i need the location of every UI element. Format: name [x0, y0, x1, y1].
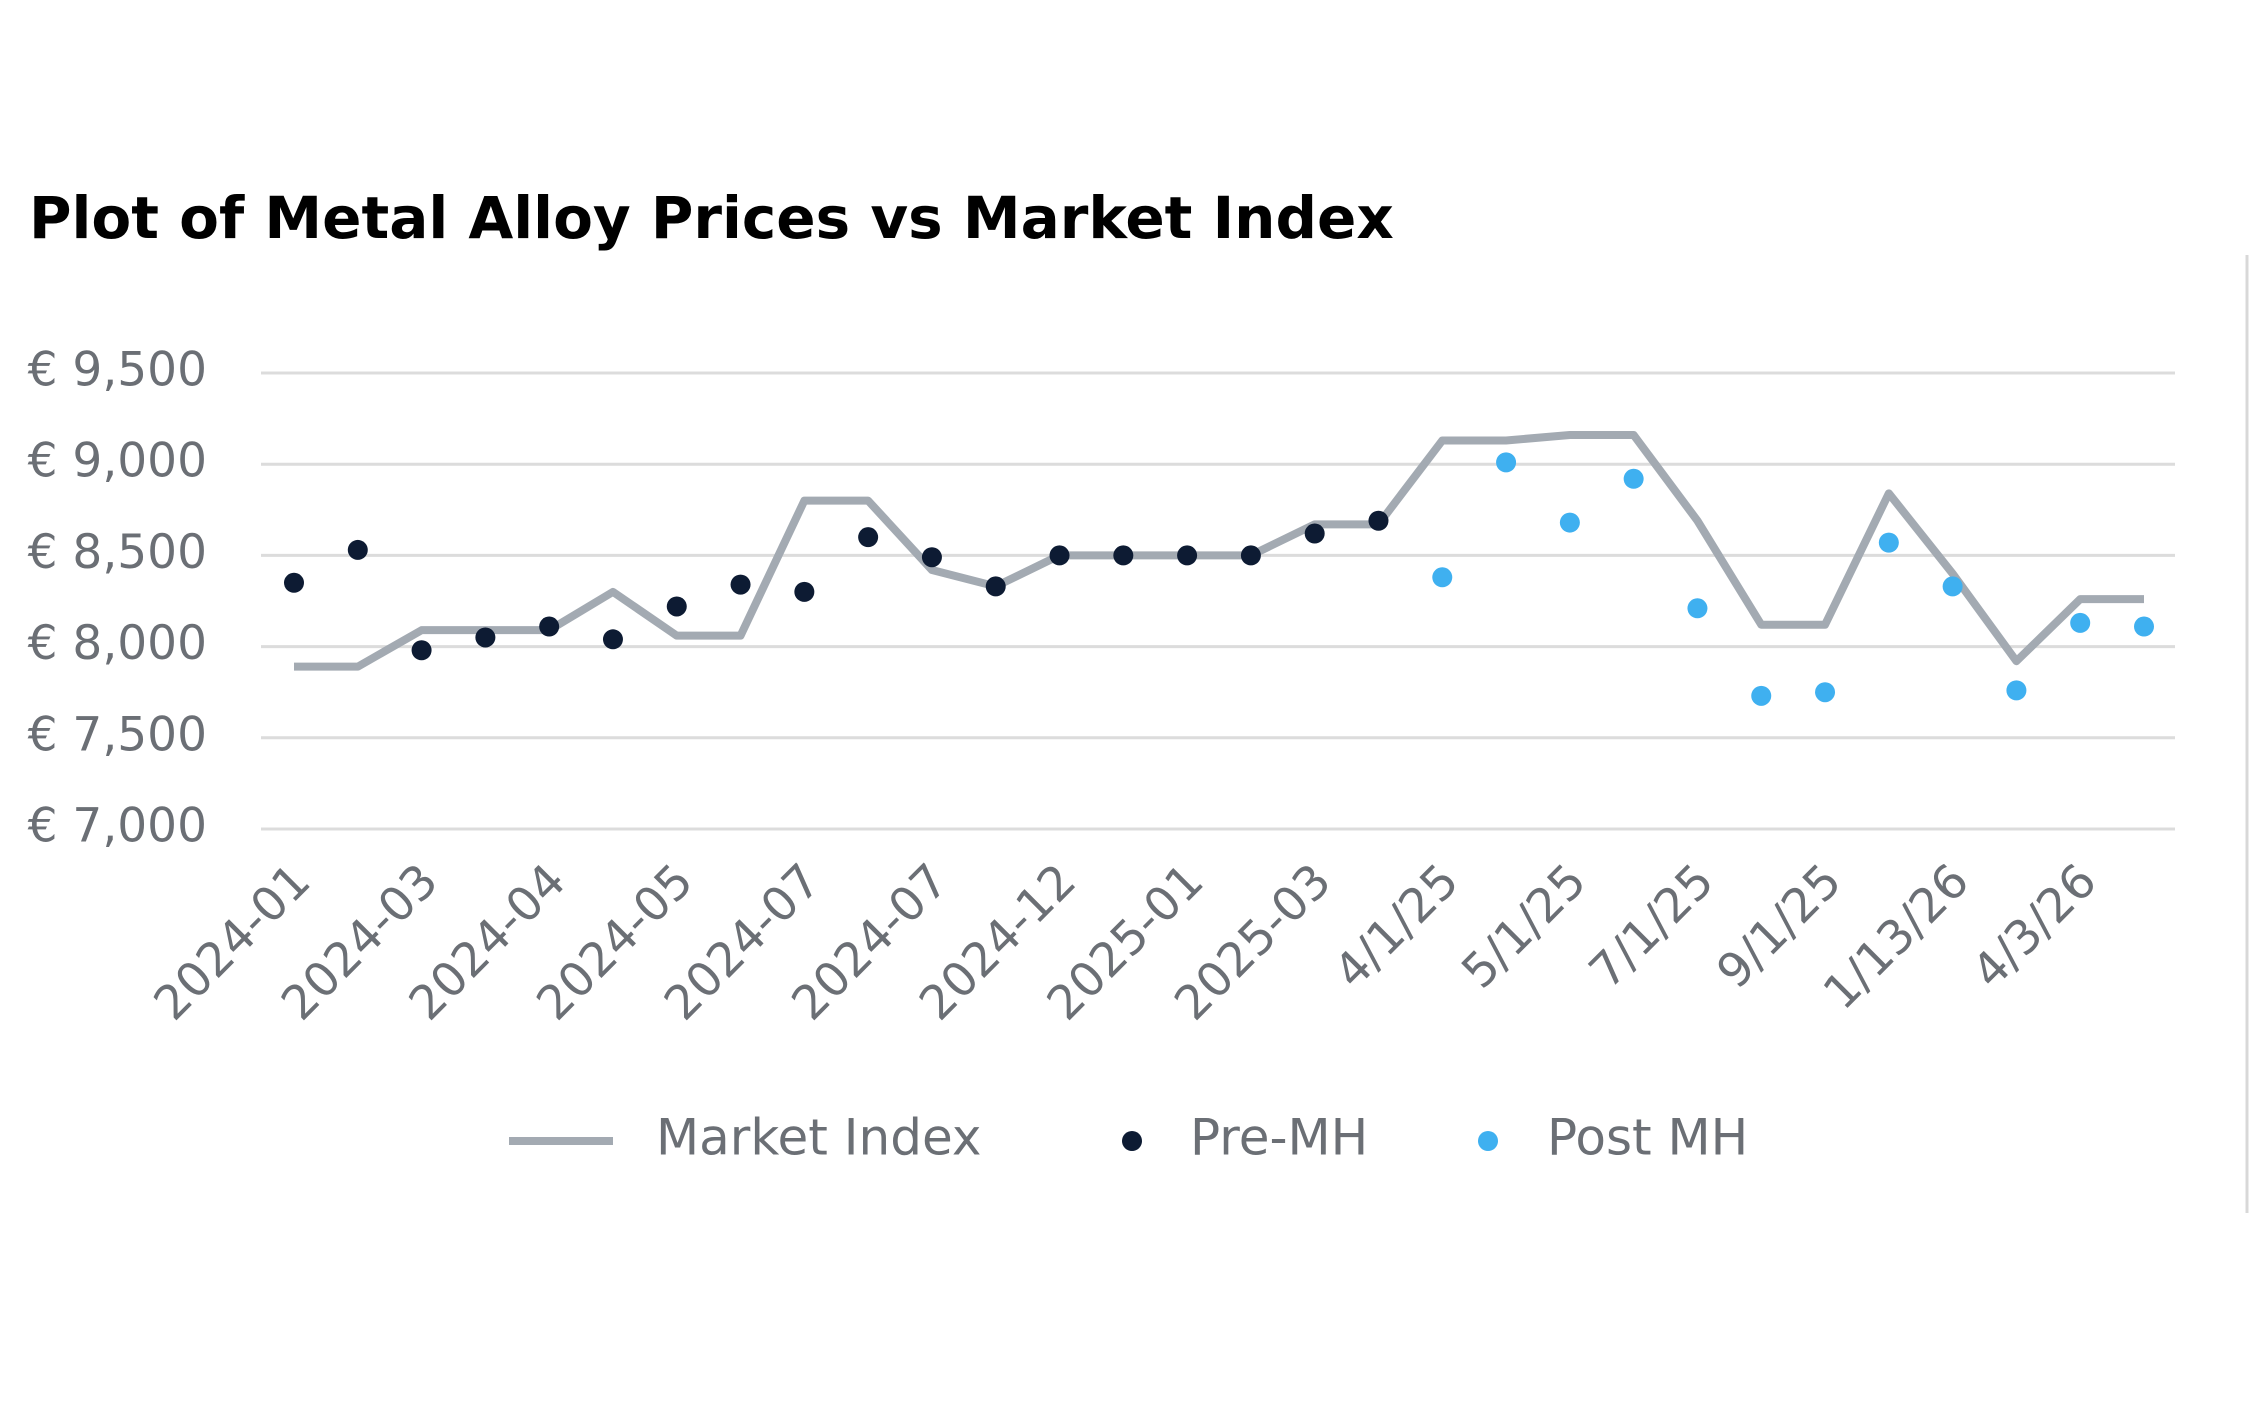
chart-title: Plot of Metal Alloy Prices vs Market Ind…	[29, 184, 1394, 252]
data-point	[602, 629, 623, 650]
legend-symbol	[1478, 1131, 1498, 1151]
data-point	[1751, 685, 1772, 706]
data-point	[1113, 545, 1134, 566]
legend-symbol	[1122, 1131, 1142, 1151]
data-point	[539, 616, 560, 637]
x-tick-label: 7/1/25	[1579, 853, 1725, 999]
legend-label: Market Index	[656, 1109, 981, 1167]
data-point	[1049, 545, 1070, 566]
y-tick-label: € 9,500	[28, 343, 207, 398]
data-point	[1304, 523, 1325, 544]
data-point	[1559, 512, 1580, 533]
data-point	[411, 640, 432, 661]
y-tick-label: € 8,500	[28, 525, 207, 580]
data-point	[730, 574, 751, 595]
x-tick-label: 4/1/25	[1324, 853, 1470, 999]
data-point	[2006, 680, 2027, 701]
data-point	[1368, 510, 1389, 531]
data-point	[1878, 532, 1899, 553]
data-point	[1496, 452, 1517, 473]
data-point	[284, 572, 304, 593]
data-point	[2070, 612, 2091, 633]
y-tick-label: € 7,500	[28, 707, 207, 762]
data-point	[921, 547, 942, 568]
market-index-line	[294, 431, 2144, 671]
y-tick-label: € 9,000	[28, 434, 207, 489]
data-point	[1623, 468, 1644, 489]
data-point	[1942, 576, 1963, 597]
legend-label: Pre-MH	[1190, 1109, 1368, 1167]
data-point	[1687, 598, 1708, 619]
x-tick-label: 4/3/26	[1962, 853, 2108, 999]
data-point	[858, 527, 879, 548]
x-tick-label: 5/1/25	[1451, 853, 1597, 999]
data-point	[985, 576, 1006, 597]
y-tick-label: € 8,000	[28, 616, 207, 671]
data-point	[1240, 545, 1261, 566]
data-point	[666, 596, 687, 617]
data-point	[1432, 567, 1453, 588]
y-tick-label: € 7,000	[28, 799, 207, 854]
data-point	[475, 627, 496, 648]
data-point	[1177, 545, 1198, 566]
legend-label: Post MH	[1547, 1109, 1748, 1167]
data-point	[1815, 682, 1836, 703]
data-point	[794, 581, 815, 602]
data-point	[2134, 616, 2154, 637]
data-point	[347, 539, 368, 560]
